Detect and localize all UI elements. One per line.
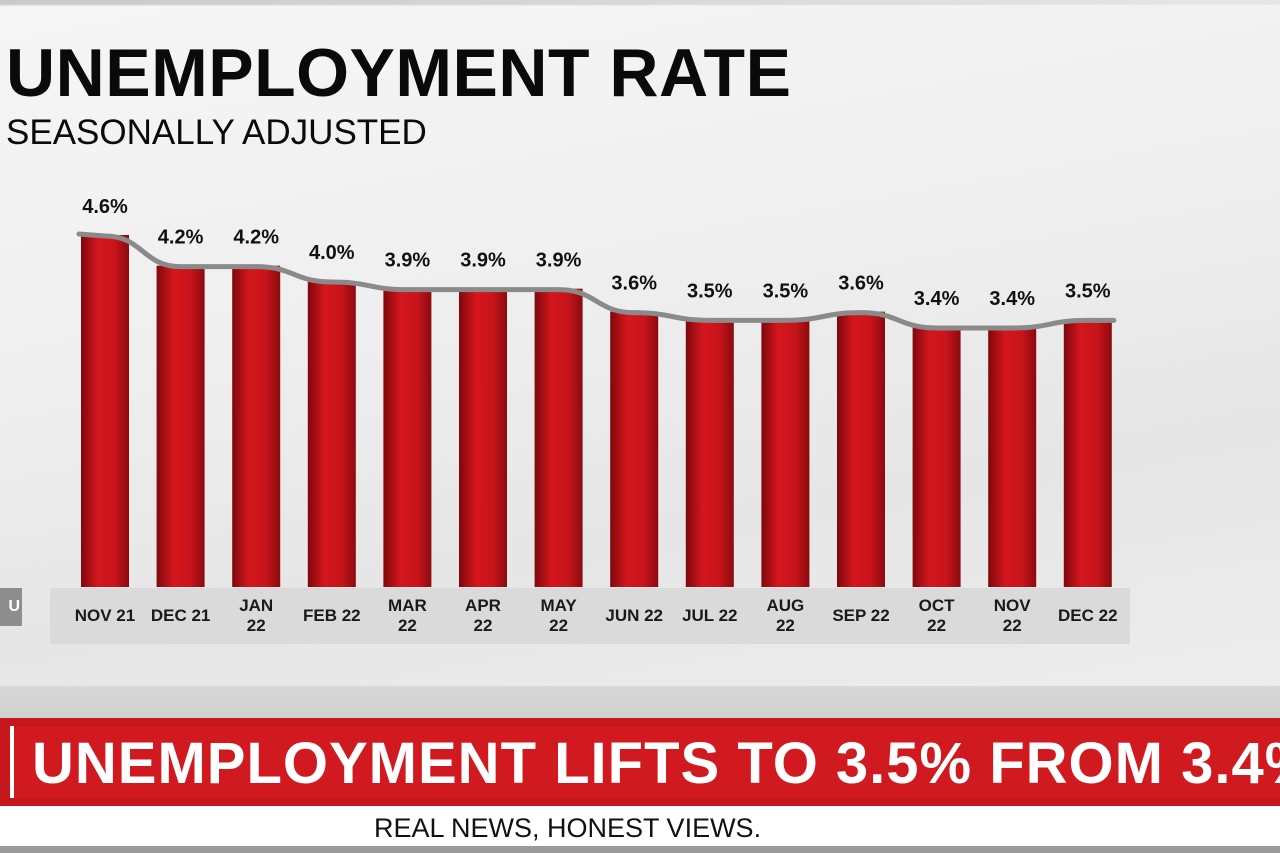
bar-value-label: 3.9% [385,250,431,272]
x-tick-label: OCT 22 [919,596,956,635]
bar-value-label: 4.0% [309,242,355,264]
bar [156,265,205,587]
x-tick-label: JAN 22 [239,596,273,635]
x-tick-label: AUG 22 [767,596,805,635]
bars-group [81,235,1112,587]
bar [232,265,281,587]
x-tick-label: DEC 22 [1058,606,1118,625]
bar-value-label: 3.9% [460,250,506,272]
bar [81,235,129,587]
bar [1063,319,1112,587]
x-tick-label: MAR 22 [388,596,427,635]
bar [988,327,1037,587]
bar-value-label: 3.4% [914,288,960,310]
chart-subtitle: SEASONALLY ADJUSTED [6,113,427,152]
headline-banner: UNEMPLOYMENT LIFTS TO 3.5% FROM 3.4% [0,718,1280,806]
bottom-edge [0,846,1280,853]
bar-value-label: 3.6% [838,273,884,295]
x-tick-label: JUN 22 [605,606,663,625]
unemployment-bar-chart: 4.6% 4.2% 4.2% 4.0% 3.9% 3.9% 3.9% 3.6% 3.5% 3.5%… [75,196,1118,635]
bar [383,288,432,587]
tagline-text: REAL NEWS, HONEST VIEWS. [374,813,762,843]
bar [837,311,885,587]
x-tick-label: FEB 22 [303,606,361,625]
x-tick-label: NOV 22 [994,596,1032,635]
bar [685,319,734,587]
x-tick-label: DEC 21 [151,606,211,625]
bar [610,311,659,587]
side-tab: U [0,588,22,626]
headline-text: UNEMPLOYMENT LIFTS TO 3.5% FROM 3.4% [32,731,1280,796]
trend-line [76,231,1117,331]
headline-panel: UNEMPLOYMENT LIFTS TO 3.5% FROM 3.4% [10,726,1280,798]
bar [459,288,507,587]
bar-value-label: 3.6% [611,273,657,295]
bar-value-label: 3.5% [687,280,733,302]
x-tick-label: APR 22 [465,596,501,635]
x-tick-label: MAY 22 [540,596,577,635]
bar [307,281,356,587]
bar-value-label: 4.2% [233,227,279,249]
chart-title: UNEMPLOYMENT RATE [6,35,792,111]
x-tick-label: SEP 22 [832,606,889,625]
x-tick-labels-group: NOV 21 DEC 21 JAN 22 FEB 22 MAR 22 APR 22 MAY 22 JU… [75,596,1118,635]
value-labels-group: 4.6% 4.2% 4.2% 4.0% 3.9% 3.9% 3.9% 3.6% 3.5% 3.5%… [82,196,1111,310]
x-axis-strip [50,588,1130,644]
bar [534,288,583,587]
bar-value-label: 3.5% [1065,280,1111,302]
lower-band [0,686,1280,718]
bar-value-label: 4.6% [82,196,128,218]
x-tick-label: NOV 21 [75,606,135,625]
ticker-bar: REAL NEWS, HONEST VIEWS. [0,806,1280,846]
bar [761,319,810,587]
bar-value-label: 4.2% [158,227,204,249]
bar-value-label: 3.4% [989,288,1035,310]
x-tick-label: JUL 22 [682,606,737,625]
bar-value-label: 3.9% [536,250,582,272]
bar [912,327,961,587]
bar-value-label: 3.5% [763,280,809,302]
